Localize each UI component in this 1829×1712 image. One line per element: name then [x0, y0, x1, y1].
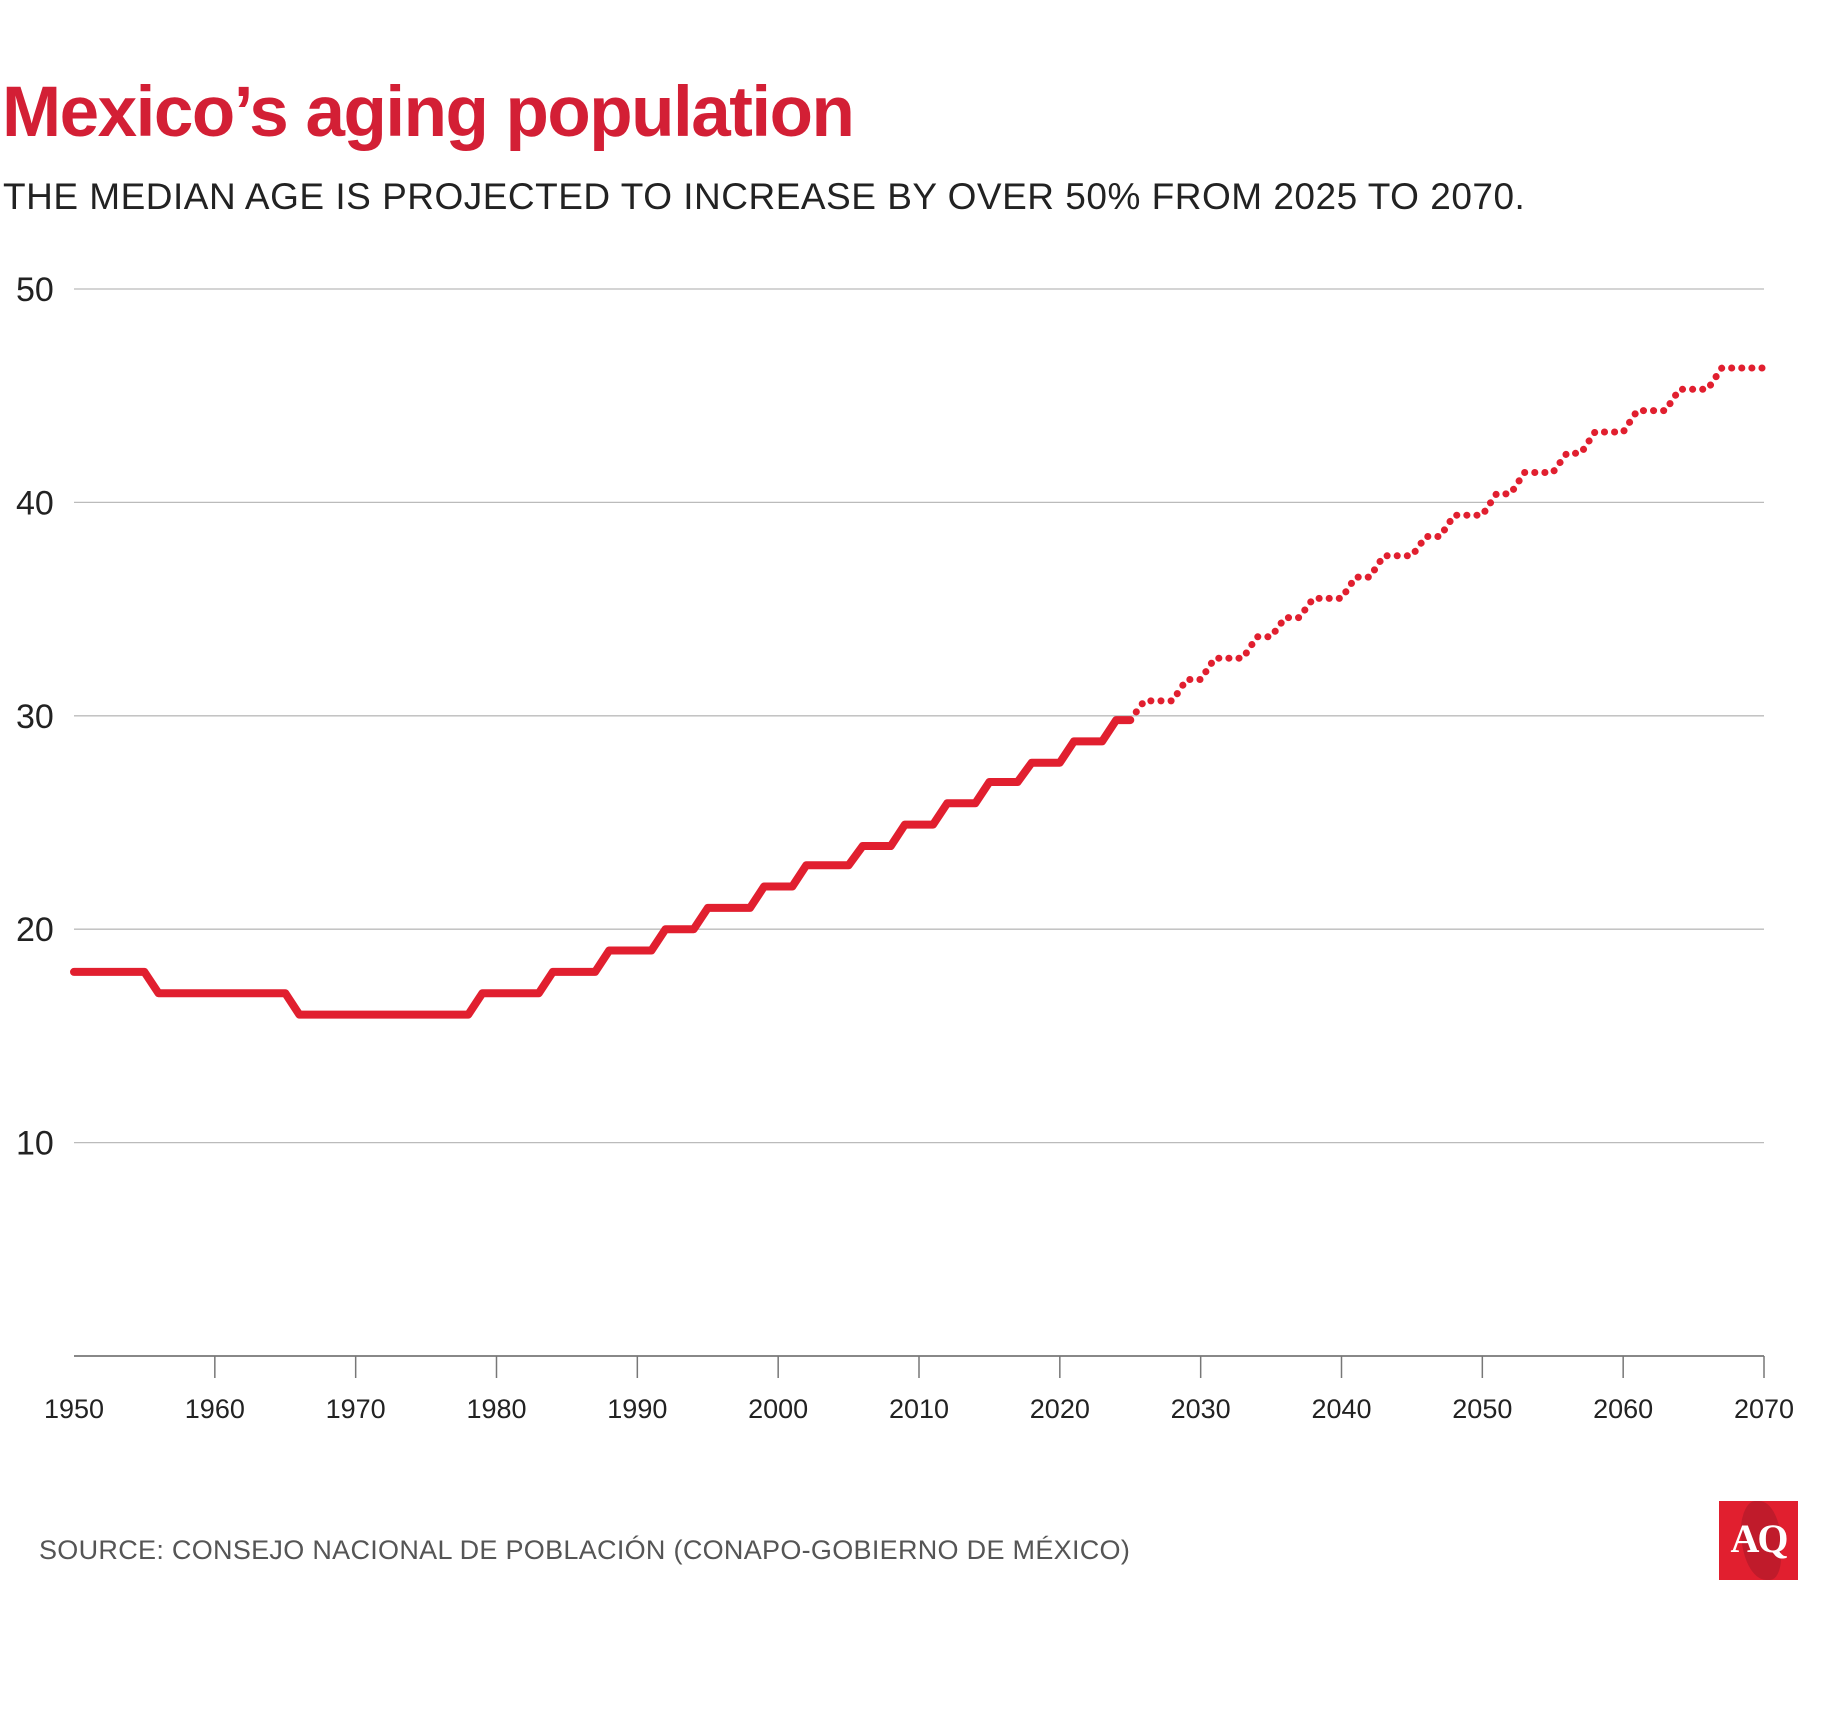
- chart-subtitle: THE MEDIAN AGE IS PROJECTED TO INCREASE …: [3, 176, 1526, 217]
- y-axis-labels: 10 20 30 40 50: [16, 271, 54, 1163]
- y-tick-label: 10: [16, 1125, 54, 1163]
- x-tick-label: 1970: [326, 1394, 386, 1424]
- y-tick-label: 20: [16, 911, 54, 949]
- x-tick-label: 2070: [1734, 1394, 1794, 1424]
- logo-text: AQ: [1730, 1516, 1789, 1561]
- projected-series-line: [1126, 364, 1768, 724]
- source-note: SOURCE: CONSEJO NACIONAL DE POBLACIÓN (C…: [39, 1535, 1131, 1565]
- gridlines: [74, 288, 1764, 1144]
- x-tick-label: 2040: [1311, 1394, 1371, 1424]
- x-tick-label: 2050: [1452, 1394, 1512, 1424]
- series-lines: [70, 364, 1768, 1019]
- x-tick-label: 2020: [1030, 1394, 1090, 1424]
- historical-series-line: [70, 716, 1135, 1019]
- x-tick-label: 2000: [748, 1394, 808, 1424]
- x-tick-label: 1960: [185, 1394, 245, 1424]
- y-tick-label: 30: [16, 698, 54, 736]
- y-tick-label: 50: [16, 271, 54, 309]
- chart-title: Mexico’s aging population: [2, 73, 855, 152]
- x-axis: 1950 1960 1970 1980 1990 2000 2010 2020 2030 2040…: [44, 1355, 1794, 1424]
- x-tick-label: 2060: [1593, 1394, 1653, 1424]
- x-tick-label: 1980: [466, 1394, 526, 1424]
- x-tick-label: 1990: [607, 1394, 667, 1424]
- y-tick-label: 40: [16, 484, 54, 522]
- x-tick-label: 2030: [1171, 1394, 1231, 1424]
- aq-logo: AQ: [1719, 1501, 1798, 1580]
- x-tick-label: 1950: [44, 1394, 104, 1424]
- x-tick-label: 2010: [889, 1394, 949, 1424]
